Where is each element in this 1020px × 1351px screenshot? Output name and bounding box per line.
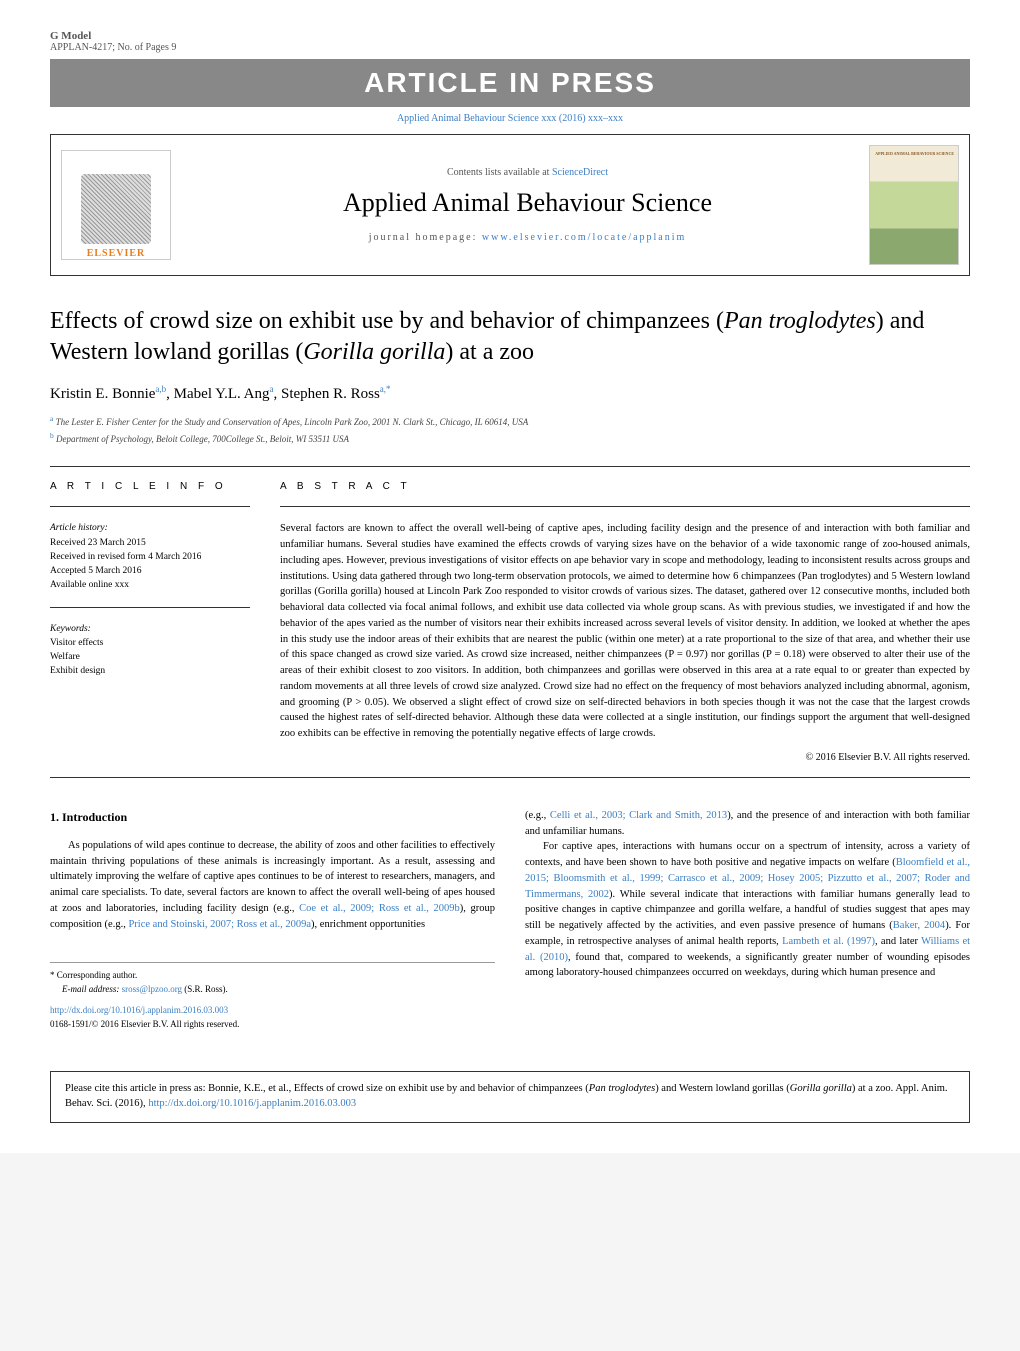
homepage-link[interactable]: www.elsevier.com/locate/applanim <box>482 232 686 243</box>
history-label: Article history: <box>50 521 250 535</box>
author-3: Stephen R. Ross <box>281 386 380 402</box>
homepage-label: journal homepage: <box>369 232 482 243</box>
authors: Kristin E. Bonniea,b, Mabel Y.L. Anga, S… <box>50 384 970 403</box>
cite-mid1: ) and Western lowland gorillas ( <box>655 1083 790 1094</box>
intro-paragraph-1: As populations of wild apes continue to … <box>50 838 495 933</box>
citation-box: Please cite this article in press as: Bo… <box>50 1071 970 1122</box>
body-section: 1. Introduction As populations of wild a… <box>50 808 970 1032</box>
title-species-2: Gorilla gorilla <box>303 339 445 365</box>
body-column-right: (e.g., Celli et al., 2003; Clark and Smi… <box>525 808 970 1032</box>
contents-label: Contents lists available at <box>447 167 552 178</box>
model-ref: APPLAN-4217; No. of Pages 9 <box>50 42 176 53</box>
abstract-text: Several factors are known to affect the … <box>280 521 970 742</box>
intro-paragraph-2: For captive apes, interactions with huma… <box>525 839 970 981</box>
copyright: © 2016 Elsevier B.V. All rights reserved… <box>280 752 970 763</box>
p1-text-c: ), enrichment opportunities <box>311 919 425 930</box>
homepage-line: journal homepage: www.elsevier.com/locat… <box>186 232 869 243</box>
email-label: E-mail address: <box>62 984 122 994</box>
ref-link[interactable]: Coe et al., 2009; Ross et al., 2009b <box>299 903 460 914</box>
divider <box>50 777 970 778</box>
title-species-1: Pan troglodytes <box>724 308 876 334</box>
p1cont-a: (e.g., <box>525 810 550 821</box>
divider <box>50 466 970 467</box>
contents-line: Contents lists available at ScienceDirec… <box>186 167 869 178</box>
article-title: Effects of crowd size on exhibit use by … <box>50 306 970 368</box>
cite-doi-link[interactable]: http://dx.doi.org/10.1016/j.applanim.201… <box>148 1098 356 1109</box>
email-name: (S.R. Ross). <box>182 984 228 994</box>
cite-sp2: Gorilla gorilla <box>790 1083 852 1094</box>
top-bar: G Model APPLAN-4217; No. of Pages 9 <box>50 30 970 53</box>
accepted-date: Accepted 5 March 2016 <box>50 564 250 578</box>
ref-link[interactable]: Lambeth et al. (1997) <box>782 936 875 947</box>
revised-date: Received in revised form 4 March 2016 <box>50 550 250 564</box>
info-abstract-row: A R T I C L E I N F O Article history: R… <box>50 481 970 763</box>
elsevier-text: ELSEVIER <box>87 248 146 259</box>
cite-pre: Please cite this article in press as: Bo… <box>65 1083 589 1094</box>
cite-sp1: Pan troglodytes <box>589 1083 655 1094</box>
corresponding-asterisk: * <box>386 384 391 394</box>
affiliation-a: a The Lester E. Fisher Center for the St… <box>50 413 970 430</box>
article-in-press-banner: ARTICLE IN PRESS <box>50 59 970 107</box>
author-1-sup: a,b <box>155 384 166 394</box>
body-column-left: 1. Introduction As populations of wild a… <box>50 808 495 1032</box>
corresponding-label: Corresponding author. <box>57 970 138 980</box>
page: G Model APPLAN-4217; No. of Pages 9 ARTI… <box>0 0 1020 1153</box>
email-line: E-mail address: sross@lpzoo.org (S.R. Ro… <box>50 983 495 997</box>
abstract-column: A B S T R A C T Several factors are know… <box>280 481 970 763</box>
corresponding-author: * Corresponding author. <box>50 969 495 983</box>
elsevier-tree-icon <box>81 174 151 244</box>
ref-link[interactable]: Price and Stoinski, 2007; Ross et al., 2… <box>128 919 311 930</box>
aff-b-text: Department of Psychology, Beloit College… <box>56 434 349 444</box>
doi-link[interactable]: http://dx.doi.org/10.1016/j.applanim.201… <box>50 1005 228 1015</box>
affiliation-b: b Department of Psychology, Beloit Colle… <box>50 430 970 447</box>
issn-copyright: 0168-1591/© 2016 Elsevier B.V. All right… <box>50 1018 495 1032</box>
gmodel-label: G Model <box>50 30 176 42</box>
journal-reference: Applied Animal Behaviour Science xxx (20… <box>50 113 970 124</box>
keywords-label: Keywords: <box>50 622 250 636</box>
p2-text-e: , found that, compared to weekends, a si… <box>525 952 970 979</box>
body-columns: 1. Introduction As populations of wild a… <box>50 808 970 1032</box>
abstract-heading: A B S T R A C T <box>280 481 970 492</box>
author-1: Kristin E. Bonnie <box>50 386 155 402</box>
introduction-heading: 1. Introduction <box>50 808 495 826</box>
divider <box>280 506 970 507</box>
sciencedirect-link[interactable]: ScienceDirect <box>552 167 608 178</box>
journal-name: Applied Animal Behaviour Science <box>186 188 869 218</box>
divider <box>50 607 250 608</box>
keyword-3: Exhibit design <box>50 664 250 678</box>
keyword-2: Welfare <box>50 650 250 664</box>
email-link[interactable]: sross@lpzoo.org <box>122 984 182 994</box>
aff-a-text: The Lester E. Fisher Center for the Stud… <box>56 417 529 427</box>
title-post: ) at a zoo <box>445 339 534 365</box>
cover-label: APPLIED ANIMAL BEHAVIOUR SCIENCE <box>875 152 954 156</box>
keyword-1: Visitor effects <box>50 636 250 650</box>
divider <box>50 506 250 507</box>
header-center: Contents lists available at ScienceDirec… <box>186 167 869 243</box>
title-pre: Effects of crowd size on exhibit use by … <box>50 308 724 334</box>
p2-text-d: , and later <box>875 936 921 947</box>
author-2-sup: a <box>270 384 274 394</box>
intro-paragraph-1-cont: (e.g., Celli et al., 2003; Clark and Smi… <box>525 808 970 840</box>
article-info-column: A R T I C L E I N F O Article history: R… <box>50 481 250 763</box>
online-date: Available online xxx <box>50 578 250 592</box>
journal-cover-image: APPLIED ANIMAL BEHAVIOUR SCIENCE <box>869 145 959 265</box>
author-2: Mabel Y.L. Ang <box>174 386 270 402</box>
doi-block: http://dx.doi.org/10.1016/j.applanim.201… <box>50 1004 495 1031</box>
keywords-block: Keywords: Visitor effects Welfare Exhibi… <box>50 622 250 679</box>
elsevier-logo: ELSEVIER <box>61 150 171 260</box>
ref-link[interactable]: Celli et al., 2003; Clark and Smith, 201… <box>550 810 727 821</box>
article-history: Article history: Received 23 March 2015 … <box>50 521 250 592</box>
affiliations: a The Lester E. Fisher Center for the St… <box>50 413 970 446</box>
article-info-heading: A R T I C L E I N F O <box>50 481 250 492</box>
footnote-block: * Corresponding author. E-mail address: … <box>50 962 495 996</box>
gmodel-block: G Model APPLAN-4217; No. of Pages 9 <box>50 30 176 53</box>
journal-header-box: ELSEVIER Contents lists available at Sci… <box>50 134 970 276</box>
ref-link[interactable]: Baker, 2004 <box>893 920 945 931</box>
received-date: Received 23 March 2015 <box>50 536 250 550</box>
